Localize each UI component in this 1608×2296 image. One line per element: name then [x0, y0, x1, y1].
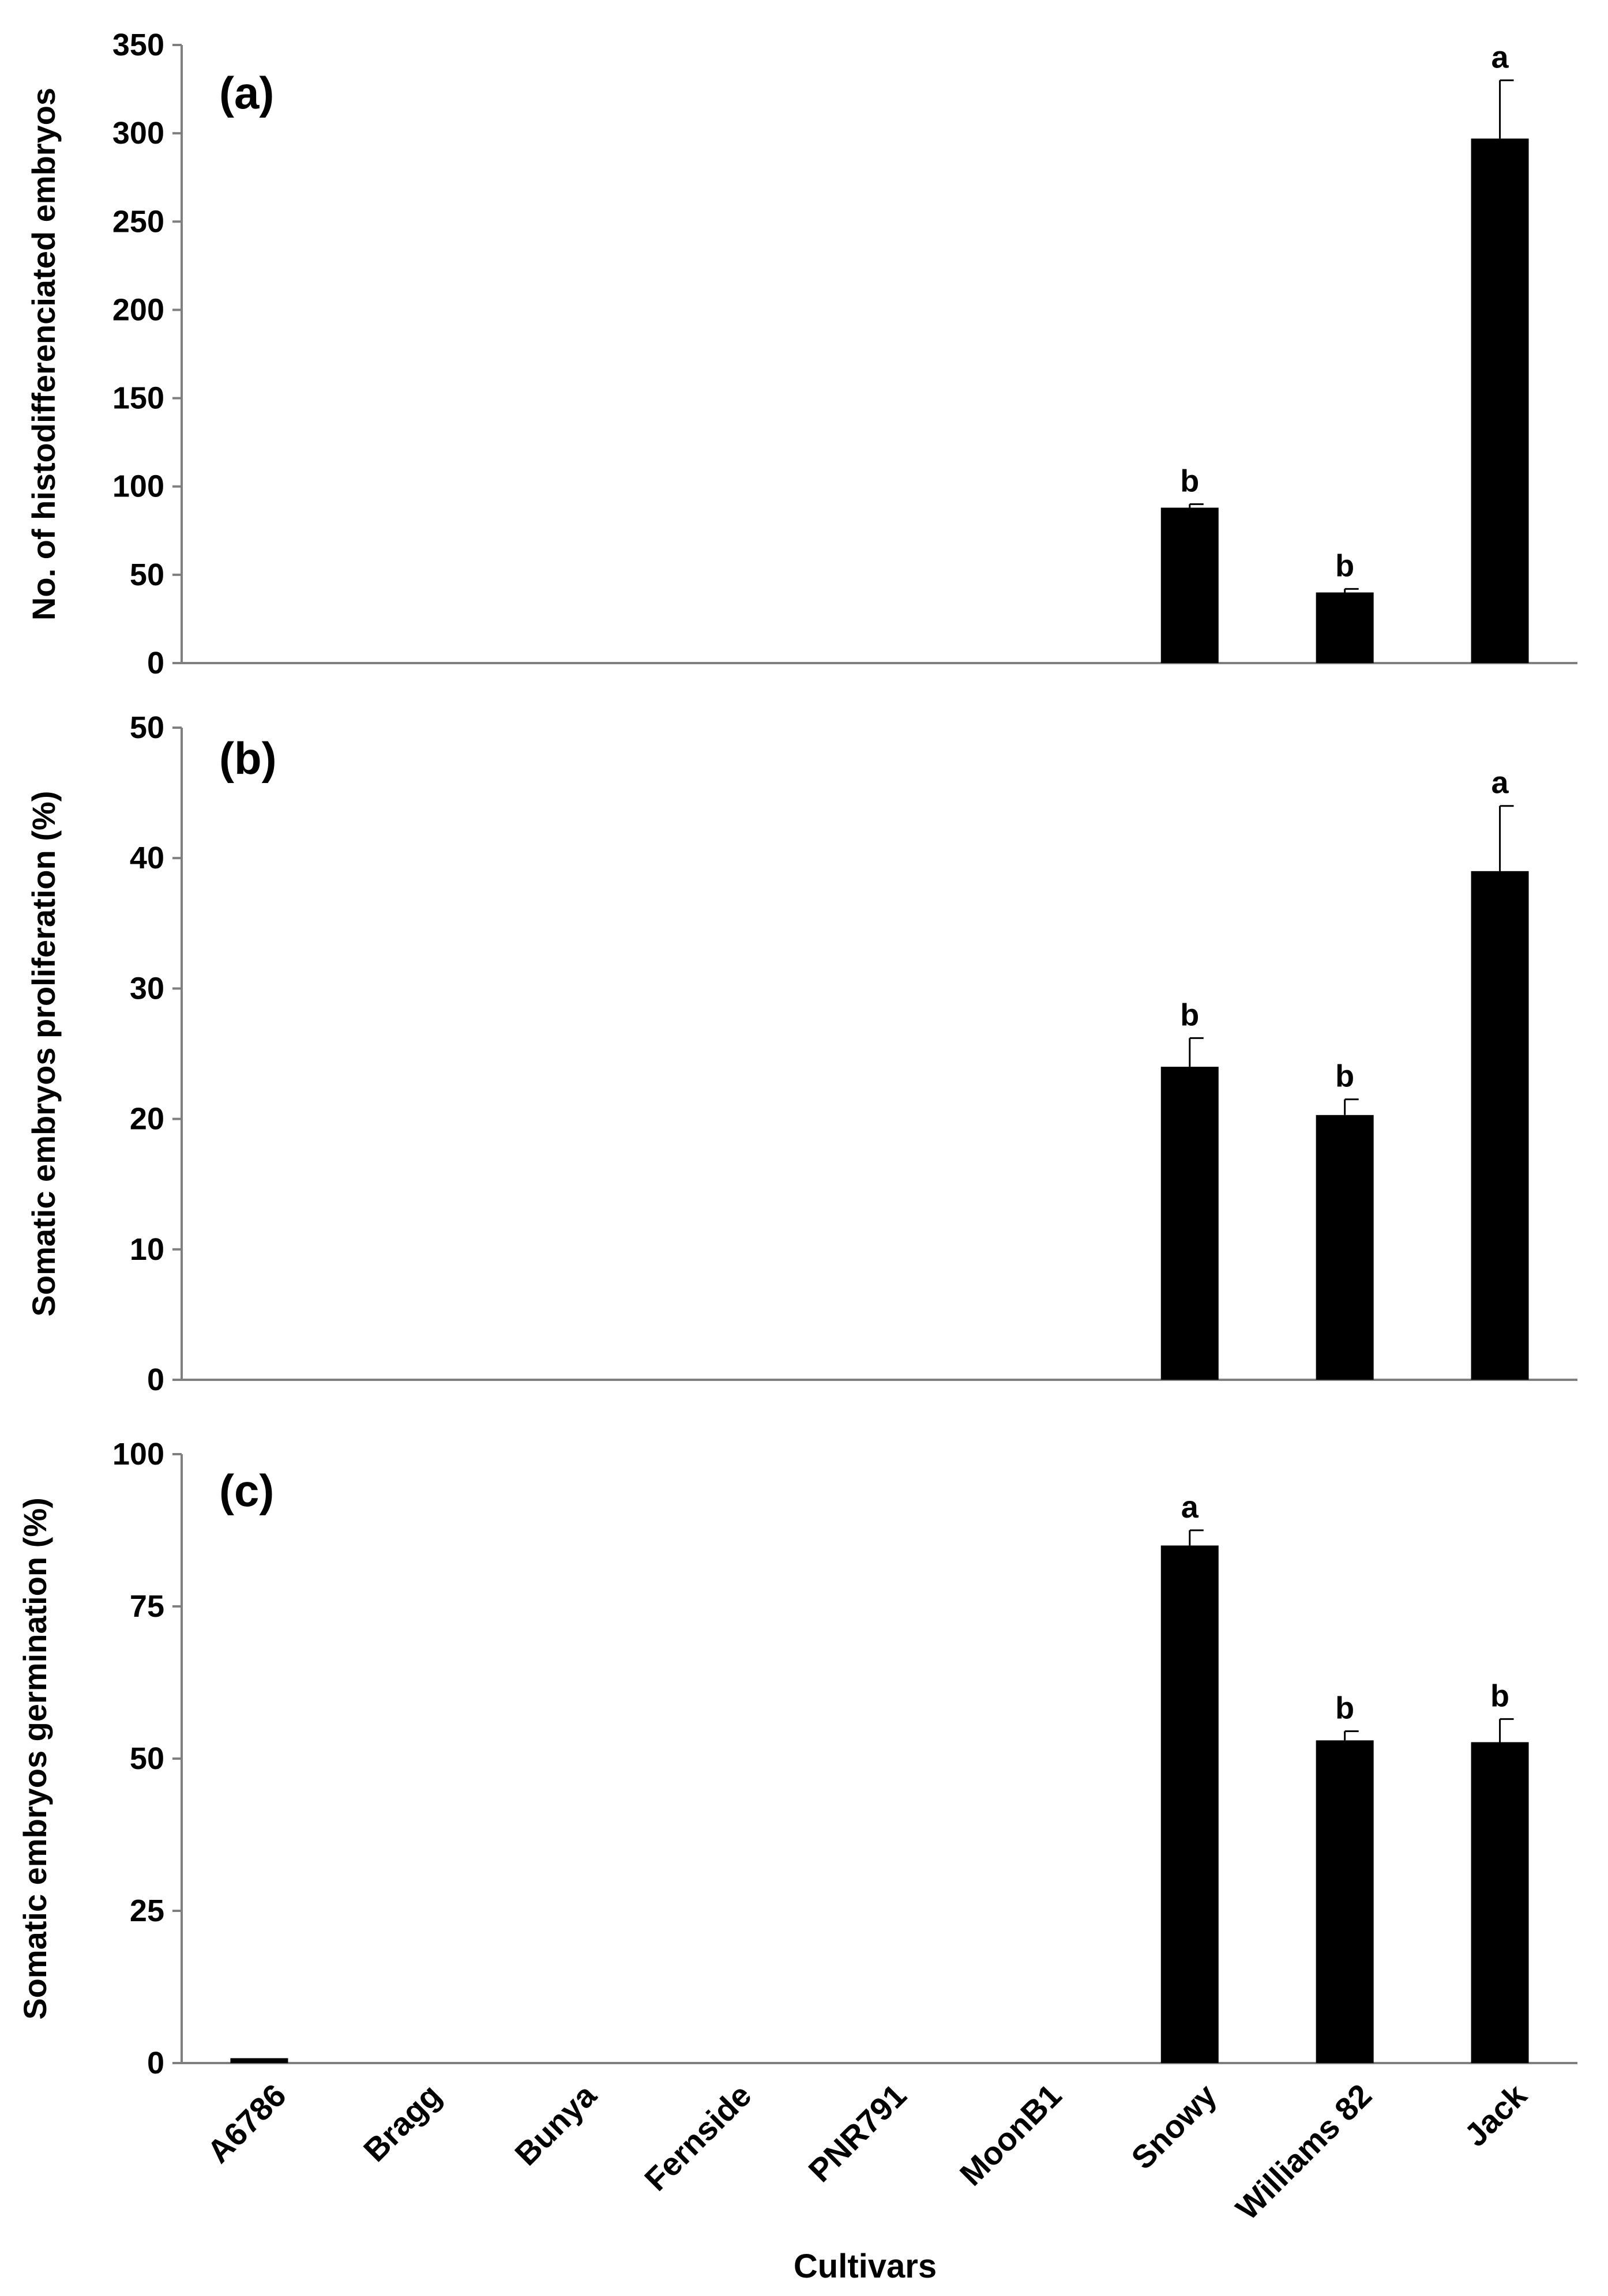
- y-tick-label: 350: [112, 28, 164, 62]
- significance-letter: a: [1181, 1490, 1199, 1525]
- y-tick-label: 50: [130, 1741, 164, 1776]
- y-tick-label: 0: [147, 2046, 164, 2080]
- significance-letter: b: [1180, 998, 1199, 1032]
- bar: [1160, 507, 1219, 663]
- y-tick-label: 250: [112, 204, 164, 239]
- bar: [1471, 138, 1529, 663]
- x-axis-title: Cultivars: [794, 2248, 937, 2285]
- y-axis-title: Somatic embryos proliferation (%): [25, 791, 62, 1317]
- significance-letter: b: [1180, 464, 1199, 498]
- bar: [1471, 1742, 1529, 2063]
- panel-label: (b): [219, 733, 277, 784]
- bar: [1316, 1115, 1374, 1380]
- y-tick-label: 50: [130, 710, 164, 745]
- y-axis-title: No. of histodifferenciated embryos: [25, 88, 62, 620]
- panel-3: 0 25 50 75 100 Somatic embryos germination (%…: [17, 1437, 1577, 2080]
- panel-label: (a): [219, 67, 274, 118]
- y-tick-label: 300: [112, 116, 164, 150]
- bar: [230, 2058, 288, 2063]
- significance-letter: a: [1491, 766, 1509, 800]
- bar: [1160, 1545, 1219, 2063]
- y-tick-label: 30: [130, 971, 164, 1006]
- bar: [1160, 1067, 1219, 1380]
- category-labels: A6786 Bragg Bunya Fernside PNR791 MoonB1 Snowy…: [200, 2076, 1534, 2226]
- y-tick-label: 100: [112, 469, 164, 504]
- y-tick-label: 10: [130, 1232, 164, 1267]
- significance-letter: b: [1335, 1059, 1354, 1094]
- bar: [1316, 1740, 1374, 2063]
- category-label: PNR791: [801, 2077, 913, 2189]
- y-tick-label: 20: [130, 1102, 164, 1136]
- y-tick-label: 75: [130, 1589, 164, 1624]
- bar: [1316, 592, 1374, 663]
- significance-letter: b: [1335, 548, 1354, 583]
- category-label: MoonB1: [953, 2077, 1069, 2193]
- y-axis-title: Somatic embryos germination (%): [17, 1497, 53, 2020]
- category-label: Fernside: [637, 2077, 758, 2198]
- category-label: Jack: [1457, 2076, 1534, 2153]
- y-tick-label: 150: [112, 381, 164, 416]
- y-tick-label: 100: [112, 1437, 164, 1471]
- y-tick-label: 0: [147, 1362, 164, 1397]
- y-tick-label: 25: [130, 1894, 164, 1928]
- category-label: A6786: [200, 2077, 293, 2170]
- category-label: Snowy: [1124, 2077, 1223, 2176]
- panel-label: (c): [219, 1465, 274, 1516]
- y-tick-label: 200: [112, 292, 164, 327]
- y-tick-label: 40: [130, 841, 164, 875]
- significance-letter: a: [1491, 40, 1509, 74]
- y-tick-label: 0: [147, 646, 164, 680]
- panel-1: 0 50 100 150 200 250 300 350 No. of histodiffere…: [25, 28, 1577, 680]
- category-label: Williams 82: [1228, 2077, 1378, 2227]
- category-label: Bunya: [508, 2076, 603, 2172]
- significance-letter: b: [1490, 1678, 1509, 1713]
- significance-letter: b: [1335, 1691, 1354, 1725]
- category-label: Bragg: [356, 2077, 448, 2169]
- panel-2: 0 10 20 30 40 50 Somatic embryos proliferation…: [25, 710, 1577, 1397]
- y-tick-label: 50: [130, 558, 164, 592]
- bar: [1471, 871, 1529, 1380]
